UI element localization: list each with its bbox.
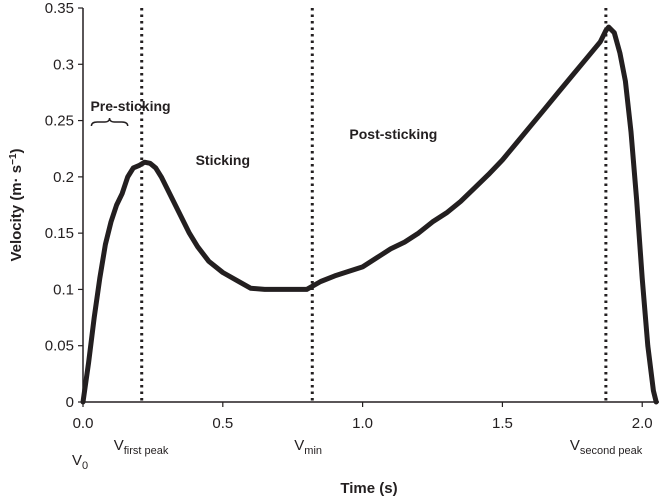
y-tick-label: 0.25 [45, 113, 74, 130]
y-tick-label: 0.15 [45, 225, 74, 242]
x-tick-label: 0.0 [73, 415, 94, 432]
axes [82, 8, 659, 403]
x-tick-label: 2.0 [632, 415, 653, 432]
y-tick-label: 0.35 [45, 0, 74, 17]
marker-label: Vfirst peak [114, 437, 169, 457]
v0-label: V0 [72, 452, 88, 472]
y-axis-title: Velocity (m· s−1) [8, 148, 26, 261]
x-axis-ticks: 0.0 0.5 1.0 1.5 2.0 [73, 402, 653, 432]
phase-markers: Vfirst peak Vmin Vsecond peak V0 [72, 8, 643, 472]
x-tick-label: 0.5 [212, 415, 233, 432]
y-tick-label: 0.1 [53, 281, 74, 298]
y-tick-label: 0 [66, 394, 74, 411]
series-layer [80, 24, 659, 405]
marker-label: Vmin [294, 437, 322, 457]
velocity-series-line [80, 24, 659, 405]
y-axis-title-superscript: −1 [8, 153, 19, 165]
y-axis-ticks: 0 0.05 0.1 0.15 0.2 0.25 0.3 0.35 [45, 0, 83, 411]
annotations: Pre-sticking Sticking Post-sticking [90, 98, 437, 168]
y-axis-title-close: ) [8, 148, 25, 153]
x-tick-label: 1.0 [352, 415, 373, 432]
phase-label: Pre-sticking [90, 98, 170, 114]
marker-label: Vsecond peak [570, 437, 643, 457]
phase-label: Sticking [196, 152, 250, 168]
x-tick-label: 1.5 [492, 415, 513, 432]
y-tick-label: 0.05 [45, 338, 74, 355]
y-tick-label: 0.3 [53, 56, 74, 73]
pre-sticking-brace [90, 117, 129, 127]
x-axis-title: Time (s) [340, 480, 397, 497]
y-tick-label: 0.2 [53, 169, 74, 186]
phase-label: Post-sticking [349, 126, 437, 142]
y-axis-title-main: Velocity (m· s [8, 165, 25, 262]
